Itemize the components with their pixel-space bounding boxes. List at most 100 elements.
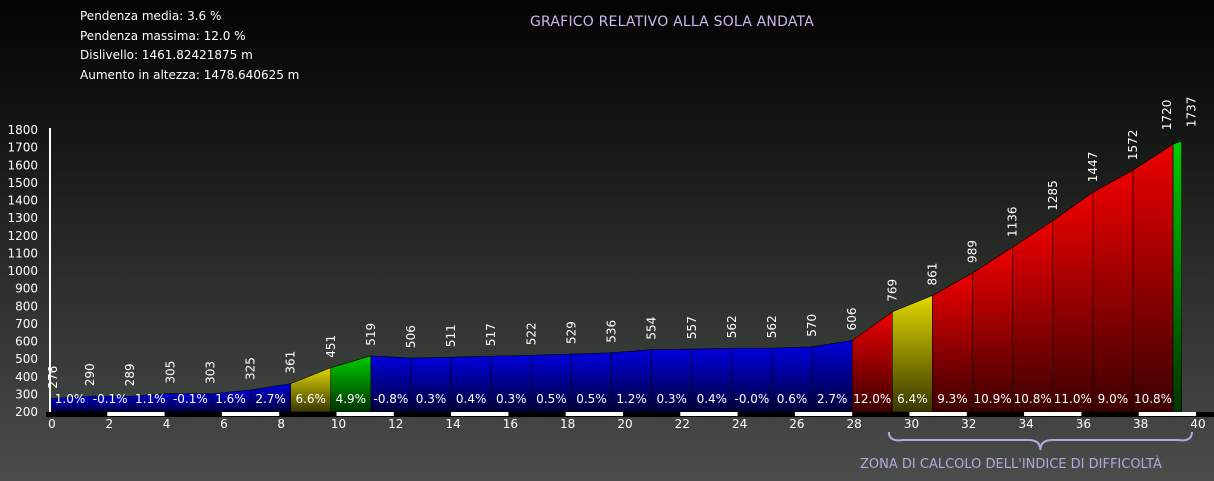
x-tick-label: 26: [789, 417, 804, 431]
chart-title: GRAFICO RELATIVO ALLA SOLA ANDATA: [530, 14, 814, 30]
elevation-label: 769: [885, 279, 899, 302]
x-tick-label: 18: [560, 417, 575, 431]
elevation-label: 289: [123, 363, 137, 386]
grade-label: 2.7%: [817, 392, 848, 406]
grade-label: 11.0%: [1054, 392, 1092, 406]
y-tick-label: 700: [15, 317, 38, 331]
grade-label: 0.5%: [536, 392, 567, 406]
y-tick-label: 1500: [7, 176, 38, 190]
profile-segment-shade: [410, 357, 452, 412]
profile-segment-shade: [250, 383, 291, 412]
x-tick-label: 4: [163, 417, 171, 431]
y-tick-label: 1400: [7, 194, 38, 208]
x-scale-bar: [451, 412, 509, 416]
elevation-label: 557: [685, 316, 699, 339]
x-scale-bar: [1024, 412, 1082, 416]
profile-segment-shade: [130, 393, 171, 412]
profile-segment-shade: [571, 352, 612, 412]
x-tick-label: 2: [105, 417, 113, 431]
y-tick-label: 1200: [7, 229, 38, 243]
y-tick-label: 1100: [7, 246, 38, 260]
profile-segment-shade: [1132, 144, 1174, 412]
profile-segment-shade: [170, 393, 211, 412]
x-tick-label: 10: [331, 417, 346, 431]
grade-label: 4.9%: [336, 392, 367, 406]
elevation-label: 861: [925, 263, 939, 286]
x-axis-bar: [46, 412, 1214, 417]
elevation-label: 451: [324, 335, 338, 358]
profile-segment-shade: [852, 311, 893, 412]
profile-segment-shade: [892, 295, 933, 412]
stats-panel: Pendenza media: 3.6 % Pendenza massima: …: [80, 7, 299, 85]
x-scale-bar: [221, 412, 280, 416]
grade-label: 0.3%: [496, 392, 527, 406]
difficulty-zone-label: ZONA DI CALCOLO DELL'INDICE DI DIFFICOLT…: [860, 457, 1162, 472]
x-scale-bar: [565, 412, 623, 416]
x-tick-label: 16: [503, 417, 518, 431]
x-scale-bar: [794, 412, 853, 416]
elevation-label: 305: [163, 361, 177, 384]
grade-label: -0.1%: [93, 392, 128, 406]
y-tick-label: 800: [15, 299, 38, 313]
x-tick-label: 38: [1133, 417, 1148, 431]
y-tick-label: 1700: [7, 141, 38, 155]
profile-segments: [49, 140, 1182, 413]
profile-segment-shade: [611, 349, 652, 412]
profile-segment-shade: [972, 247, 1013, 412]
y-tick-label: 400: [15, 370, 38, 384]
chart-axes: 2003004005006007008009001000110012001300…: [7, 123, 1214, 431]
max-grade-text: Pendenza massima: 12.0 %: [80, 28, 246, 43]
grade-label: 10.9%: [974, 392, 1012, 406]
elevation-label: 606: [845, 308, 859, 331]
elevation-label: 517: [484, 323, 498, 346]
elevation-label: 1285: [1046, 180, 1060, 211]
elevation-label: 1136: [1006, 206, 1020, 237]
x-tick-label: 32: [961, 417, 976, 431]
elevation-label: 290: [83, 363, 97, 386]
x-tick-label: 12: [388, 417, 403, 431]
x-tick-label: 14: [445, 417, 460, 431]
x-scale-bar: [336, 412, 394, 416]
elevation-label: 536: [605, 320, 619, 343]
grade-label: 1.2%: [616, 392, 647, 406]
profile-segment-shade: [1092, 170, 1133, 412]
grade-label: 0.5%: [576, 392, 607, 406]
profile-segment-shade: [50, 396, 91, 412]
x-tick-label: 24: [732, 417, 747, 431]
profile-segment-shade: [771, 346, 813, 412]
grade-label: 6.6%: [295, 392, 326, 406]
x-tick-label: 28: [847, 417, 862, 431]
profile-segment-shade: [330, 355, 371, 412]
profile-segment-shade: [731, 348, 772, 412]
profile-segment-shade: [531, 354, 572, 412]
elevation-label: 1720: [1160, 100, 1174, 131]
x-tick-label: 8: [277, 417, 285, 431]
grade-label: -0.1%: [173, 392, 208, 406]
y-tick-label: 200: [15, 405, 38, 419]
total-gain-text: Aumento in altezza: 1478.640625 m: [80, 67, 300, 82]
x-tick-label: 30: [904, 417, 919, 431]
y-tick-label: 300: [15, 387, 38, 401]
x-tick-label: 6: [220, 417, 228, 431]
y-tick-label: 500: [15, 352, 38, 366]
elevation-labels: 276 290 289 305 303 325 361 451 519 506 511 517 522 5…: [46, 97, 1199, 389]
y-tick-label: 900: [15, 282, 38, 296]
x-scale-bar: [1138, 412, 1196, 416]
grade-label: 10.8%: [1134, 392, 1172, 406]
y-tick-label: 600: [15, 335, 38, 349]
grade-label: 1.0%: [55, 392, 86, 406]
grade-label: 10.8%: [1014, 392, 1052, 406]
profile-segment-shade: [812, 340, 853, 412]
profile-segment-shade: [932, 272, 973, 412]
grade-label: 1.6%: [215, 392, 246, 406]
elevation-label: 361: [284, 351, 298, 374]
grade-label: -0.0%: [735, 392, 770, 406]
avg-grade-text: Pendenza media: 3.6 %: [80, 9, 222, 23]
grade-label: 9.0%: [1098, 392, 1129, 406]
y-tick-label: 1000: [7, 264, 38, 278]
grade-label: 12.0%: [853, 392, 891, 406]
x-tick-label: 0: [48, 417, 56, 431]
grade-label: -0.8%: [374, 392, 409, 406]
elevation-label: 1572: [1126, 130, 1140, 161]
profile-segment-shade: [451, 356, 492, 412]
